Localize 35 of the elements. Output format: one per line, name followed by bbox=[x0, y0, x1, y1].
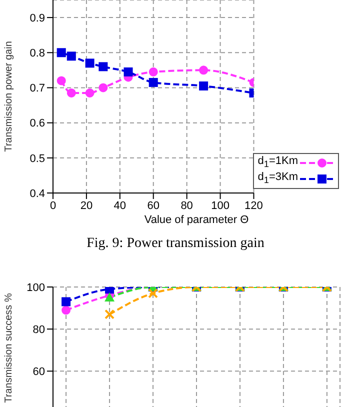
point bbox=[148, 67, 158, 76]
point bbox=[56, 48, 66, 58]
point bbox=[66, 88, 76, 98]
point bbox=[56, 76, 66, 86]
point bbox=[98, 62, 108, 72]
y-tick-label: 80 bbox=[32, 324, 45, 336]
point bbox=[148, 78, 158, 87]
legend-label: d$_{1}$=3Km bbox=[258, 170, 298, 187]
y-tick-label: 0.9 bbox=[30, 12, 45, 24]
x-axis-title: Value of parameter Θ bbox=[143, 214, 250, 226]
x-tick-label: 120 bbox=[244, 200, 263, 212]
x-tick-label: 60 bbox=[147, 200, 160, 212]
y-tick-label: 0.7 bbox=[30, 82, 45, 95]
x-tick-label: 100 bbox=[211, 200, 230, 212]
x-tick-label: 80 bbox=[180, 200, 193, 212]
y-tick-label: 0.8 bbox=[30, 48, 45, 60]
y-axis-title: Transmission success % bbox=[4, 293, 15, 403]
point bbox=[199, 66, 208, 75]
legend-label: d$_{1}$=1Km bbox=[258, 154, 298, 171]
y-tick-label: 0.6 bbox=[30, 118, 45, 130]
point bbox=[66, 52, 76, 61]
point bbox=[85, 88, 94, 98]
y-tick-label: 0.5 bbox=[30, 152, 45, 165]
point bbox=[199, 81, 208, 90]
y-tick-label: 60 bbox=[32, 366, 45, 378]
point bbox=[124, 67, 133, 76]
y-tick-label: 0.4 bbox=[30, 188, 45, 200]
x-tick-label: 0 bbox=[50, 200, 56, 212]
point bbox=[85, 58, 94, 68]
point bbox=[98, 83, 108, 92]
y-tick-label: 100 bbox=[26, 282, 45, 294]
y-axis-title: Transmission power gain bbox=[4, 41, 15, 152]
x-tick-label: 40 bbox=[114, 200, 126, 212]
x-tick-label: 20 bbox=[80, 200, 93, 212]
caption: Fig. 9: Power transmission gain bbox=[86, 236, 266, 252]
